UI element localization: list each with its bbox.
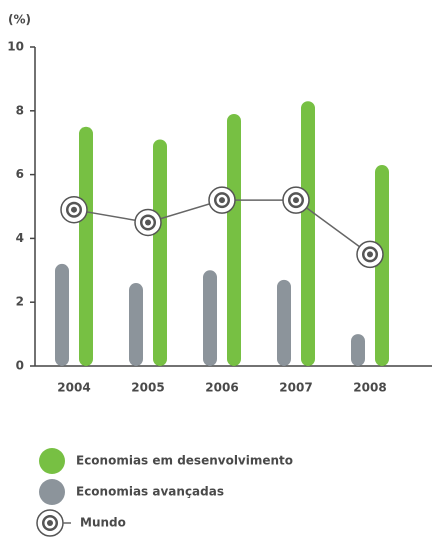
y-tick-label: 10 (7, 40, 24, 54)
legend-label: Economias avançadas (76, 485, 224, 499)
bar (153, 139, 167, 366)
marker-ring (367, 251, 373, 258)
marker-ring (219, 197, 225, 204)
line-marker (282, 186, 310, 214)
marker-ring (293, 197, 299, 204)
y-tick-label: 4 (16, 231, 24, 245)
legend-label: Economias em desenvolvimento (76, 454, 293, 468)
legend-swatch (39, 448, 65, 474)
marker-ring (71, 206, 77, 213)
x-tick-label: 2004 (57, 381, 90, 395)
bar (203, 270, 217, 366)
y-tick-label: 6 (16, 167, 24, 181)
y-tick-label: 0 (16, 359, 24, 373)
bar (55, 263, 69, 366)
y-axis-label: (%) (8, 13, 31, 27)
bar (351, 334, 365, 366)
bar (227, 113, 241, 367)
x-tick-label: 2006 (205, 381, 238, 395)
x-tick-label: 2005 (131, 381, 164, 395)
line-marker (356, 240, 384, 269)
legend-label: Mundo (80, 516, 126, 530)
marker-ring (145, 219, 151, 226)
line-marker (208, 186, 236, 214)
bar (375, 165, 389, 366)
legend-swatch (36, 509, 64, 537)
bar (79, 126, 93, 366)
line-marker (134, 208, 162, 237)
legend-swatch (39, 479, 65, 505)
marker-ring (47, 520, 53, 526)
x-tick-label: 2008 (353, 381, 386, 395)
line-marker (60, 195, 88, 224)
bar (277, 279, 291, 366)
y-tick-label: 2 (16, 295, 24, 309)
x-tick-label: 2007 (279, 381, 312, 395)
bar (301, 101, 315, 366)
y-tick-label: 8 (16, 103, 24, 117)
bar (129, 283, 143, 366)
